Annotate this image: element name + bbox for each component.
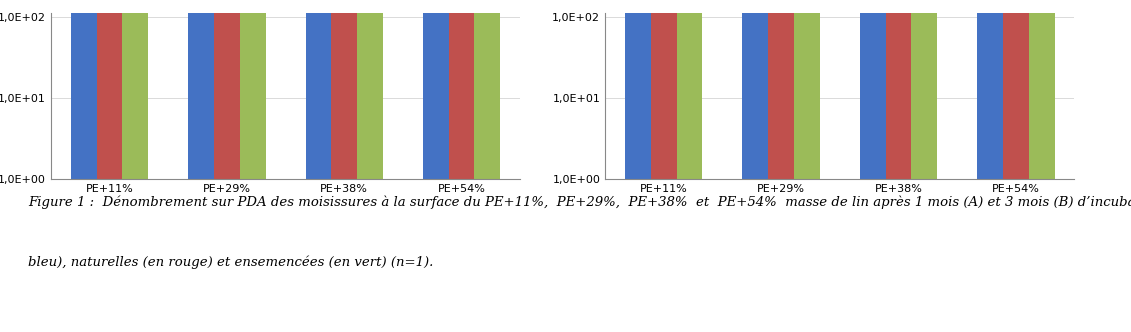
Bar — [1003, 0, 1029, 332]
Bar — [96, 0, 122, 332]
Bar — [886, 0, 912, 332]
Bar — [860, 0, 886, 332]
Bar — [305, 0, 331, 332]
Bar — [331, 0, 357, 332]
Bar — [475, 0, 500, 332]
Bar — [188, 0, 214, 332]
Bar — [357, 0, 383, 332]
Bar — [449, 0, 475, 332]
Bar — [977, 0, 1003, 332]
Bar — [214, 0, 240, 332]
Bar — [676, 0, 702, 332]
Bar — [1029, 0, 1054, 332]
Bar — [240, 0, 266, 332]
Bar — [768, 0, 794, 332]
Bar — [122, 0, 148, 332]
Bar — [794, 0, 820, 332]
Text: bleu), naturelles (en rouge) et ensemencées (en vert) (n=1).: bleu), naturelles (en rouge) et ensemenc… — [28, 256, 433, 269]
Bar — [625, 0, 650, 332]
Bar — [71, 0, 96, 332]
Bar — [912, 0, 938, 332]
Text: Figure 1 :  Dénombrement sur PDA des moisissures à la surface du PE+11%,  PE+29%: Figure 1 : Dénombrement sur PDA des mois… — [28, 196, 1131, 209]
Bar — [423, 0, 449, 332]
Bar — [650, 0, 676, 332]
Bar — [742, 0, 768, 332]
